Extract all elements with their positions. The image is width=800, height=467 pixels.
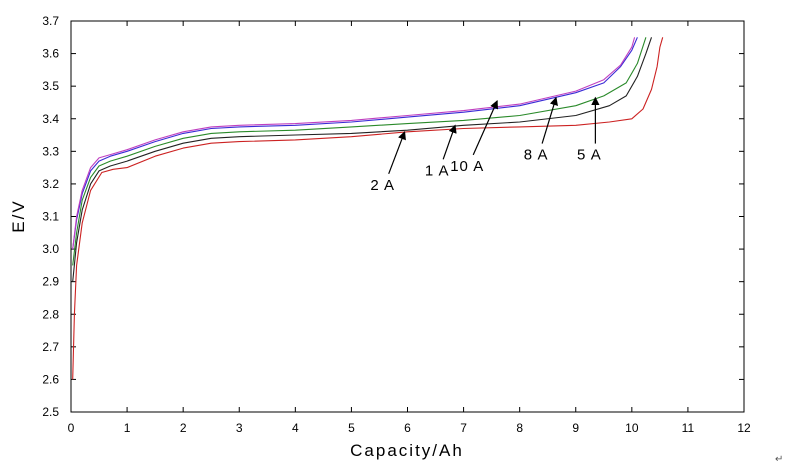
y-axis-title: E/V (9, 199, 28, 232)
y-tick-label: 2.6 (42, 372, 59, 386)
x-axis-ticks: 0 1 2 3 4 5 6 7 8 9 10 11 12 (68, 21, 751, 435)
x-tick-label: 5 (348, 421, 355, 435)
x-tick-label: 0 (68, 421, 75, 435)
y-tick-label: 3.4 (42, 112, 59, 126)
annotation-label: 8 A (524, 147, 549, 164)
x-tick-label: 11 (682, 421, 695, 435)
x-tick-label: 3 (236, 421, 243, 435)
series-line-10a (72, 37, 636, 250)
y-tick-label: 3.6 (42, 47, 59, 61)
annotation-label: 2 A (370, 177, 395, 194)
series-line-8a (72, 37, 638, 250)
annotation-label: 10 A (450, 158, 484, 175)
x-tick-label: 12 (737, 421, 751, 435)
y-tick-label: 3.1 (42, 210, 59, 224)
annotation-arrow (541, 96, 558, 144)
series-layer (72, 37, 664, 380)
x-axis-title: Capacity/Ah (350, 441, 464, 460)
annotation-label: 1 A (425, 162, 450, 179)
x-tick-label: 8 (516, 421, 523, 435)
annotation-arrow (388, 130, 406, 174)
y-tick-label: 2.8 (42, 307, 59, 321)
y-tick-label: 3.2 (42, 177, 59, 191)
x-tick-label: 1 (124, 421, 131, 435)
annotation-layer: 2 A 1 A 10 A 8 A 5 A (370, 96, 602, 194)
series-line-5a (72, 37, 664, 380)
x-tick-label: 2 (180, 421, 187, 435)
y-tick-label: 3.7 (42, 14, 59, 28)
series-line-1a (72, 37, 653, 282)
y-tick-label: 3.3 (42, 144, 59, 158)
x-tick-label: 7 (460, 421, 467, 435)
y-tick-label: 2.7 (42, 340, 59, 354)
annotation-label: 5 A (577, 147, 602, 164)
annotation-arrow (472, 100, 499, 156)
plot-frame (70, 20, 745, 413)
x-tick-label: 4 (292, 421, 299, 435)
y-tick-label: 3.5 (42, 79, 59, 93)
series-line-2a (72, 37, 647, 266)
return-glyph: ↵ (775, 454, 783, 465)
y-axis-ticks: 2.5 2.6 2.7 2.8 2.9 3.0 3.1 3.2 3.3 3.4 3.5 3.6 3.7 (42, 14, 744, 419)
annotation-arrow (442, 124, 457, 160)
x-tick-label: 10 (625, 421, 639, 435)
y-tick-label: 2.9 (42, 275, 59, 289)
y-tick-label: 3.0 (42, 242, 59, 256)
x-tick-label: 6 (404, 421, 411, 435)
x-tick-label: 9 (572, 421, 579, 435)
y-tick-label: 2.5 (42, 405, 59, 419)
